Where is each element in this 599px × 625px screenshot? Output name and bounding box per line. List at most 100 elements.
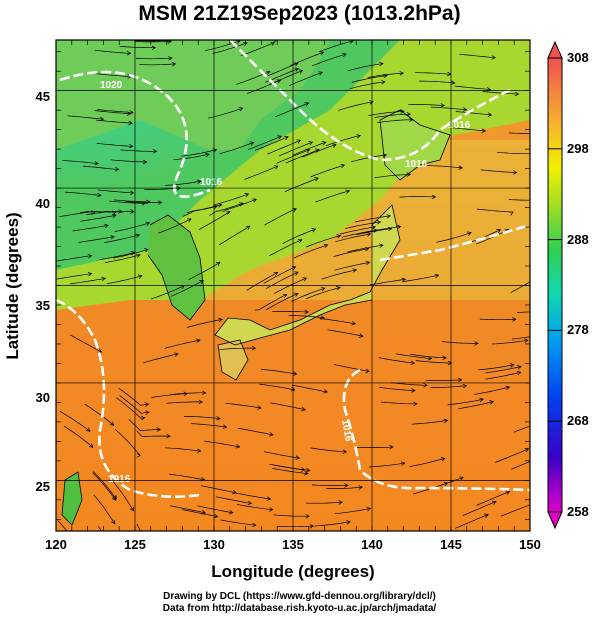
streamline: [513, 425, 530, 433]
streamline: [216, 496, 252, 504]
streamline-arrowhead: [406, 111, 412, 117]
streamline-arrowhead: [336, 286, 341, 291]
streamline-arrowhead: [427, 356, 433, 361]
streamline: [93, 494, 116, 525]
streamline: [59, 211, 95, 218]
streamline-arrowhead: [314, 177, 319, 182]
streamline: [222, 198, 257, 213]
streamline-arrowhead: [268, 507, 274, 512]
streamline-arrowhead: [265, 70, 271, 75]
streamline-arrowhead: [409, 117, 414, 122]
streamline: [247, 135, 282, 150]
streamline: [339, 226, 376, 235]
streamline: [310, 164, 345, 178]
streamline: [334, 262, 370, 271]
streamline-arrowhead: [85, 427, 91, 432]
streamline-arrowhead: [270, 41, 276, 46]
streamline-arrowhead: [199, 280, 204, 284]
streamline-arrowhead: [366, 506, 372, 512]
streamline-arrowhead: [467, 231, 472, 236]
streamline: [69, 278, 106, 285]
streamline: [288, 314, 325, 319]
streamline-arrowhead: [434, 273, 440, 279]
streamline: [479, 318, 516, 321]
streamline: [408, 104, 445, 106]
streamline: [411, 419, 448, 425]
streamline-arrowhead: [318, 71, 323, 76]
streamline-arrowhead: [346, 520, 351, 525]
streamline: [477, 208, 513, 213]
streamline: [169, 505, 206, 514]
hokkaido-island: [380, 110, 450, 180]
streamline-arrowhead: [196, 338, 201, 343]
streamline-arrowhead: [273, 165, 279, 170]
streamline: [311, 53, 347, 67]
streamline-arrowhead: [87, 271, 93, 277]
map-area: 1020 1016 1016 1016 1016 1016: [56, 40, 547, 531]
streamline: [374, 113, 411, 118]
streamline-arrowhead: [440, 457, 446, 462]
streamline: [482, 91, 519, 95]
korean-peninsula: [148, 215, 205, 320]
streamline-arrowhead: [201, 509, 207, 515]
streamline: [447, 398, 484, 406]
streamline-arrowhead: [387, 226, 393, 232]
streamline: [349, 81, 386, 90]
streamline: [254, 294, 287, 311]
streamline: [426, 165, 463, 169]
streamline: [97, 109, 134, 113]
streamline: [63, 425, 94, 448]
streamline: [310, 447, 347, 453]
streamline-arrowhead: [505, 385, 511, 390]
streamline: [99, 252, 135, 261]
x-tick-label: 145: [440, 537, 462, 552]
streamline: [414, 72, 451, 75]
streamline: [69, 334, 102, 353]
streamline: [511, 461, 530, 470]
streamline: [237, 427, 274, 436]
streamline-arrowhead: [297, 238, 303, 244]
streamline: [368, 462, 405, 468]
streamline-arrowhead: [509, 363, 515, 368]
streamline: [321, 269, 357, 280]
streamline-arrowhead: [130, 506, 134, 512]
streamline-arrowhead: [146, 199, 151, 205]
x-tick-label: 140: [361, 537, 383, 552]
streamline: [274, 464, 310, 471]
streamline: [347, 63, 384, 72]
colorbar-tick-label: 258: [567, 504, 589, 519]
streamline: [395, 353, 432, 359]
streamline: [480, 169, 517, 173]
streamline-arrowhead: [543, 418, 547, 422]
isobar-1020: [59, 70, 211, 198]
streamline: [181, 149, 217, 157]
streamline: [80, 210, 116, 214]
streamline: [116, 397, 145, 419]
streamline: [374, 174, 411, 179]
streamline-arrowhead: [99, 116, 105, 122]
streamline-arrowhead: [276, 79, 282, 84]
streamline: [275, 102, 309, 118]
streamline: [56, 255, 92, 262]
colorbar-tick-label: 288: [567, 232, 589, 247]
x-tick-label: 135: [282, 537, 304, 552]
streamline-arrowhead: [514, 91, 520, 97]
colorbar-tick-label: 268: [567, 413, 589, 428]
streamline-arrowhead: [351, 321, 357, 326]
streamline: [164, 447, 201, 452]
streamline: [139, 63, 176, 66]
streamline: [135, 57, 172, 60]
streamline-arrowhead: [458, 165, 464, 170]
streamline: [492, 339, 529, 345]
streamline: [254, 136, 289, 151]
streamline: [497, 151, 530, 155]
streamline: [78, 236, 115, 243]
streamline: [94, 110, 131, 115]
streamline-arrowhead: [216, 416, 221, 421]
streamline-arrowhead: [129, 190, 135, 195]
streamline-arrowhead: [524, 338, 529, 343]
x-tick-label: 125: [124, 537, 146, 552]
streamline-arrowhead: [295, 455, 301, 460]
streamline: [277, 525, 314, 528]
y-axis-label: Latitude (degrees): [3, 212, 22, 359]
